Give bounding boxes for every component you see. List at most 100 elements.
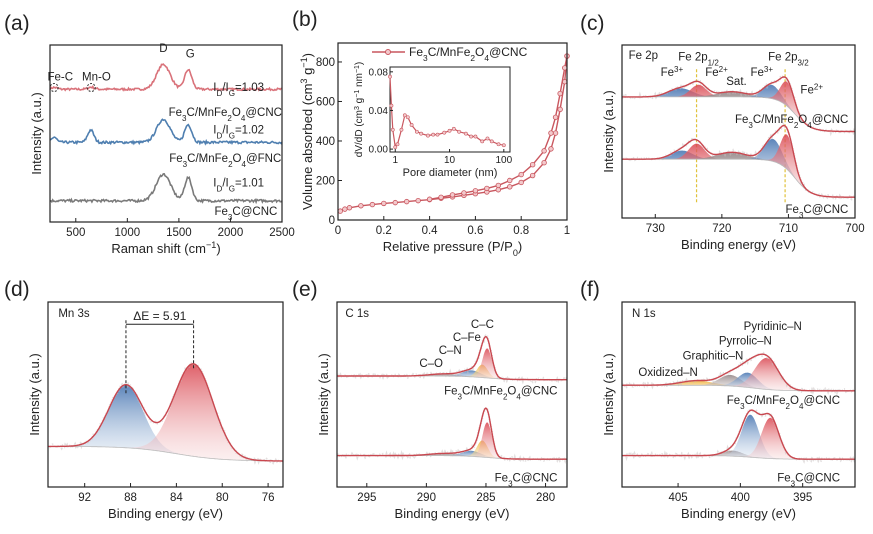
raw-data-1 — [622, 122, 855, 203]
panel-e: (e) C 1s C–CC–FeC–NC–O Fe3C/MnFe2O4@CNC Fe3C… — [292, 278, 568, 521]
x-tick-label: 2000 — [218, 227, 244, 239]
panel-d: (d) ΔE = 5.91 Mn 3s 92 88 84 80 76 Binding energ… — [4, 278, 284, 521]
annotation: Fe 2p — [629, 50, 658, 62]
annotation: Fe2+ — [705, 65, 728, 80]
inset-point — [419, 131, 424, 136]
x-tick-label: 710 — [779, 223, 798, 235]
annotation: Fe 2p3/2 — [768, 52, 809, 68]
raman-series-2 — [49, 172, 283, 205]
annotation: G — [186, 48, 195, 60]
x-tick-label: 395 — [793, 492, 812, 504]
inset-point — [480, 139, 485, 144]
y-axis-title: Intensity (a.u.) — [29, 92, 44, 174]
desorption-point — [552, 114, 559, 120]
desorption-point — [548, 130, 554, 136]
inset-point — [393, 145, 398, 150]
inset-point — [463, 131, 468, 136]
x-tick-label: 0.8 — [513, 225, 529, 237]
adsorption-point — [358, 203, 364, 209]
desorption-point — [461, 190, 467, 196]
annotation: Pyrrolic–N — [719, 336, 772, 348]
annotation: D — [159, 43, 167, 55]
inset-point — [451, 126, 456, 131]
x-axis-title: Binding energy (eV) — [395, 506, 510, 521]
inset-point — [414, 129, 419, 134]
inset-x-tick-label: 10 — [444, 155, 456, 166]
x-tick-label: 700 — [845, 223, 864, 235]
legend-marker — [385, 49, 391, 55]
x-tick-label: 0.2 — [376, 225, 392, 237]
y-tick-label: 600 — [316, 96, 335, 108]
annotation: Sat. — [726, 76, 746, 88]
inset-point — [501, 143, 506, 148]
annotation: Fe3+ — [750, 65, 773, 80]
background-0 — [48, 446, 283, 462]
annotation: Fe 2p1/2 — [678, 52, 719, 68]
inset-y-axis-title: dV/dD (cm3 g−1 nm−1) — [354, 62, 366, 157]
annotation: Fe3C/MnFe2O4@CNC — [169, 107, 282, 123]
desorption-point — [472, 188, 479, 194]
plot-area — [622, 69, 855, 205]
inset-point — [431, 132, 436, 137]
y-tick-label: 0 — [329, 215, 335, 227]
desorption-point — [557, 90, 563, 97]
x-tick-label: 88 — [124, 492, 137, 504]
background-1 — [622, 158, 855, 198]
adsorption-point — [529, 172, 536, 179]
inset-point — [409, 123, 414, 127]
inset-point — [426, 133, 430, 138]
annotation: C–O — [419, 358, 443, 370]
inset-y-tick-label: 0.04 — [369, 106, 389, 117]
component-mn-3s-high- — [48, 384, 283, 461]
inset-point — [395, 142, 400, 147]
x-axis-title: Relative pressure (P/P0) — [383, 239, 522, 258]
adsorption-point — [507, 184, 513, 190]
annotation: Fe3C@CNC — [215, 206, 278, 222]
x-axis-title: Raman shift (cm−1) — [111, 240, 220, 256]
x-tick-label: 280 — [536, 492, 555, 504]
adsorption-point — [346, 205, 353, 211]
panel-label: (a) — [4, 12, 30, 35]
annotation: Fe3C@CNC — [495, 472, 558, 488]
raw-data-1 — [337, 407, 567, 465]
component-fe2- — [622, 134, 855, 198]
x-axis-title: Binding energy (eV) — [681, 506, 796, 521]
panel-f: (f) N 1s Pyridinic–N Pyrrolic–N Graphitic–N O… — [580, 278, 856, 521]
inset-y-tick-label: 0.00 — [369, 145, 389, 156]
inset-point — [457, 129, 461, 134]
annotation: Fe3C/MnFe2O4@CNC — [735, 114, 848, 130]
x-axis-title: Binding energy (eV) — [108, 506, 223, 521]
annotation: Fe2+ — [800, 82, 823, 97]
raman-series-1 — [49, 118, 283, 146]
x-tick-label: 76 — [262, 492, 275, 504]
annotation: Fe3C@CNC — [777, 472, 840, 488]
envelope-1 — [622, 124, 855, 198]
x-tick-label: 80 — [216, 492, 229, 504]
component-fe3- — [622, 138, 855, 198]
x-axis-title: Binding energy (eV) — [681, 237, 796, 252]
panel-label: (b) — [292, 8, 318, 31]
legend-label: Fe3C/MnFe2O4@CNC — [409, 45, 528, 63]
y-axis-title: Volume absorbed (cm3 g−1) — [299, 53, 315, 210]
inset-point — [485, 136, 490, 141]
inset-point — [473, 134, 478, 139]
adsorption-point — [548, 146, 554, 152]
annotation: N 1s — [632, 308, 656, 320]
annotation: Fe-C — [48, 71, 74, 83]
adsorption-point — [342, 206, 348, 212]
x-tick-label: 720 — [712, 223, 731, 235]
annotation: ID/IG=1.01 — [213, 178, 264, 194]
adsorption-point — [495, 187, 501, 193]
annotation: Oxidized–N — [638, 367, 697, 379]
inset-point — [489, 139, 494, 144]
panel-label: (c) — [580, 12, 605, 35]
component-pyrrolic-n — [622, 414, 855, 460]
plot-frame — [49, 44, 283, 223]
annotation: C–N — [439, 345, 462, 357]
annotation: Mn 3s — [58, 308, 90, 320]
envelope-0 — [48, 363, 283, 462]
annotation: Pyridinic–N — [744, 321, 802, 333]
annotation: Fe3+ — [661, 65, 684, 80]
desorption-point — [426, 196, 433, 202]
plot-frame — [47, 301, 284, 488]
